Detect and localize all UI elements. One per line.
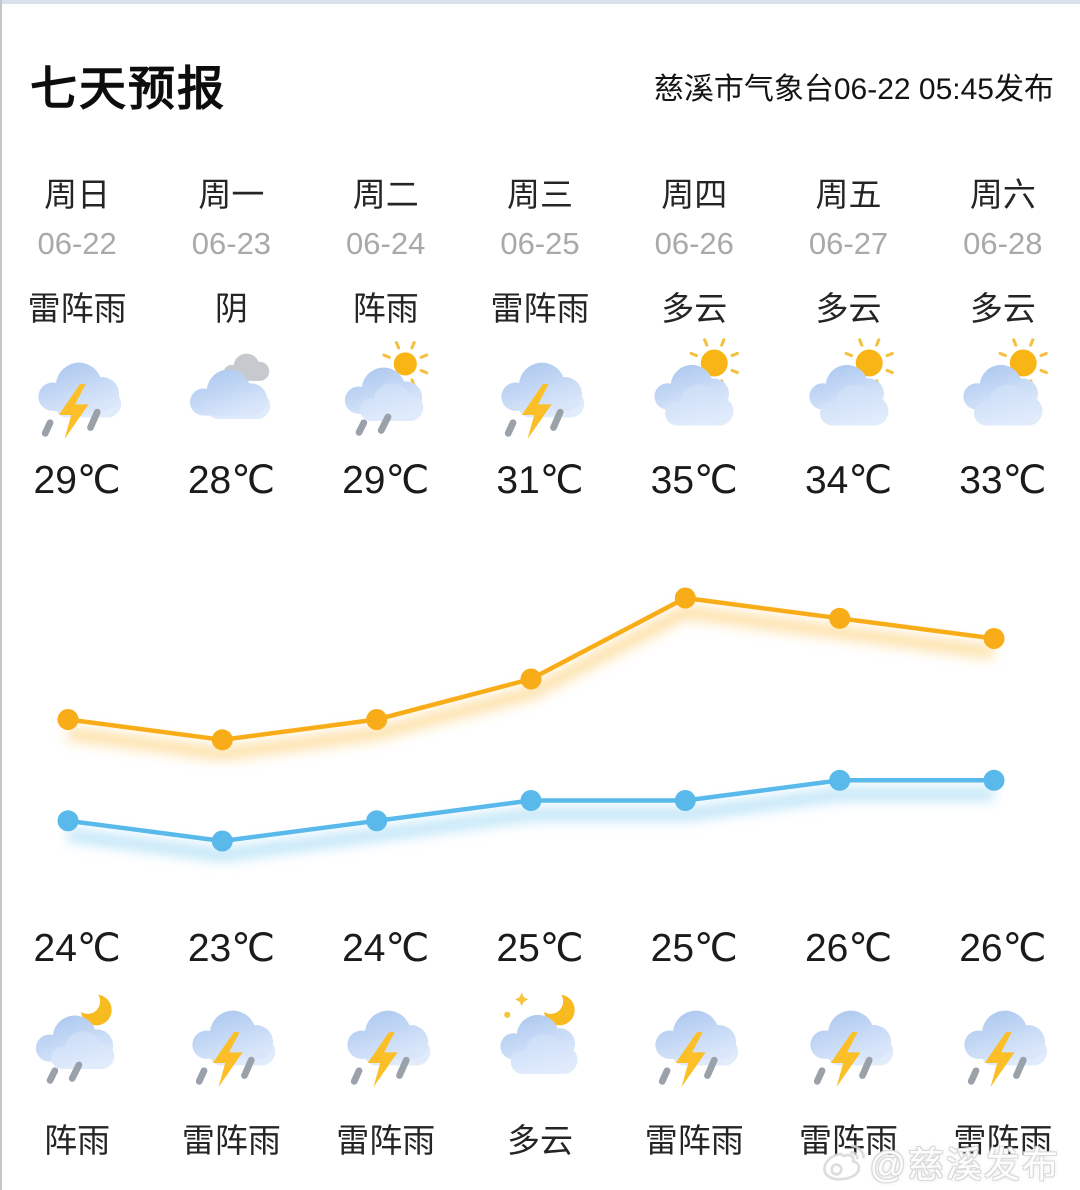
low-temp-label: 25℃: [496, 927, 584, 970]
date-label: 06-26: [654, 226, 734, 261]
thunderstorm-icon: [617, 984, 771, 1096]
shower-day-icon: [309, 336, 463, 448]
date-label: 06-28: [963, 226, 1043, 261]
partly-day-icon: [771, 336, 925, 448]
date-label: 06-24: [346, 226, 426, 261]
date-label: 06-25: [500, 226, 580, 261]
day-condition-label: 雷阵雨: [27, 290, 127, 327]
day-condition-label: 阴: [214, 290, 248, 327]
day-condition-label: 多云: [969, 290, 1036, 327]
thunderstorm-icon: [309, 984, 463, 1096]
high-temp-point: [983, 628, 1005, 649]
low-temp-row: 24℃ 23℃ 24℃ 25℃ 25℃ 26℃ 26℃: [0, 926, 1080, 971]
high-temp-point: [829, 607, 851, 629]
high-temp-label: 31℃: [496, 459, 584, 502]
low-temp-point: [211, 830, 233, 852]
night-condition-label: 雷阵雨: [644, 1122, 744, 1159]
night-condition-label: 雷阵雨: [336, 1122, 436, 1159]
night-icon-row: [0, 984, 1080, 1096]
high-temp-label: 28℃: [187, 459, 276, 502]
high-temp-label: 35℃: [650, 459, 738, 502]
low-temp-label: 26℃: [804, 927, 893, 970]
thunderstorm-icon: [0, 336, 154, 448]
high-temp-point: [211, 729, 233, 751]
low-temp-point: [829, 769, 851, 791]
weekday-label: 周五: [815, 176, 882, 213]
day-condition-label: 雷阵雨: [490, 290, 590, 327]
low-temp-label: 25℃: [650, 927, 738, 970]
low-temp-point: [674, 790, 696, 811]
high-temp-glow: [67, 605, 995, 761]
low-temp-label: 24℃: [342, 927, 430, 970]
day-icon-row: [0, 336, 1080, 448]
day-condition-row: 雷阵雨 阴 阵雨 雷阵雨 多云 多云 多云: [0, 282, 1080, 330]
thunderstorm-icon: [154, 984, 308, 1096]
day-condition-label: 阵雨: [352, 290, 419, 327]
temperature-chart: [0, 540, 1080, 910]
night-condition-label: 雷阵雨: [181, 1122, 281, 1159]
date-label: 06-27: [808, 226, 889, 261]
low-temp-point: [57, 810, 79, 832]
day-condition-label: 多云: [661, 290, 728, 327]
low-temp-point: [520, 790, 542, 811]
thunderstorm-icon: [463, 336, 617, 448]
date-row: 06-22 06-23 06-24 06-25 06-26 06-27 06-28: [0, 226, 1080, 262]
night-condition-label: 多云: [506, 1122, 573, 1159]
partly-day-icon: [617, 336, 771, 448]
weekday-row: 周日 周一 周二 周三 周四 周五 周六: [0, 168, 1080, 216]
high-temp-row: 29℃ 28℃ 29℃ 31℃ 35℃ 34℃ 33℃: [0, 458, 1080, 503]
high-temp-point: [57, 709, 79, 730]
high-temp-label: 29℃: [33, 459, 121, 502]
night-condition-label: 雷阵雨: [799, 1122, 899, 1159]
low-temp-glow: [67, 787, 994, 862]
date-label: 06-22: [37, 226, 117, 261]
high-temp-point: [520, 668, 542, 690]
cloudy-night-icon: [463, 984, 617, 1096]
weekday-label: 周四: [661, 176, 728, 213]
overcast-icon: [154, 336, 308, 448]
weekday-label: 周六: [969, 176, 1036, 213]
weekday-label: 周日: [44, 176, 111, 213]
page-title: 七天预报: [30, 62, 226, 115]
high-temp-label: 33℃: [959, 459, 1047, 502]
low-temp-point: [366, 810, 388, 832]
thunderstorm-icon: [926, 984, 1080, 1096]
low-temp-label: 23℃: [187, 927, 276, 970]
high-temp-label: 29℃: [342, 459, 430, 502]
thunderstorm-icon: [771, 984, 925, 1096]
date-label: 06-23: [191, 226, 272, 261]
status-bar-strip: [0, 0, 1080, 4]
night-condition-label: 雷阵雨: [953, 1122, 1053, 1159]
high-temp-point: [674, 587, 696, 609]
forecast-source-timestamp: 慈溪市气象台06-22 05:45发布: [653, 73, 1054, 106]
partly-day-icon: [926, 336, 1080, 448]
weekday-label: 周二: [352, 176, 419, 213]
low-temp-point: [983, 769, 1005, 791]
low-temp-label: 26℃: [959, 927, 1047, 970]
weekday-label: 周三: [506, 176, 573, 213]
night-condition-label: 阵雨: [44, 1122, 111, 1159]
high-temp-label: 34℃: [804, 459, 893, 502]
day-condition-label: 多云: [815, 290, 882, 327]
weekday-label: 周一: [198, 176, 265, 213]
screen-left-edge: [0, 0, 2, 1190]
low-temp-label: 24℃: [33, 927, 121, 970]
night-condition-row: 阵雨 雷阵雨 雷阵雨 多云 雷阵雨 雷阵雨 雷阵雨: [0, 1114, 1080, 1162]
shower-night-icon: [0, 984, 154, 1096]
high-temp-point: [366, 709, 388, 730]
